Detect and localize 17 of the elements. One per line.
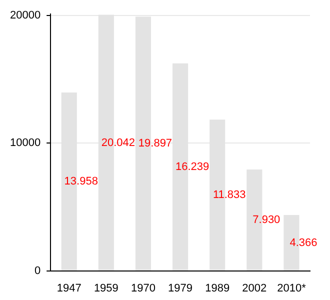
x-tick-label: 1979 [168, 282, 193, 294]
x-tick-label: 1959 [94, 282, 118, 294]
data-label: 7.930 [252, 214, 280, 226]
x-tick-label: 1947 [56, 282, 82, 294]
y-tick-label: 10000 [10, 137, 41, 150]
data-label: 20.042 [101, 136, 136, 149]
data-label: 4.366 [290, 236, 318, 249]
y-tick-label: 20000 [10, 9, 41, 22]
x-tick-label: 1989 [205, 282, 230, 294]
data-label: 13.958 [64, 176, 98, 188]
data-label: 16.239 [175, 161, 210, 174]
x-tick-label: 2002 [242, 282, 267, 294]
x-tick-label: 2010* [277, 282, 307, 294]
y-tick-label: 0 [34, 264, 41, 277]
x-tick-label: 1970 [130, 282, 156, 294]
data-label: 11.833 [212, 189, 246, 202]
data-label: 19.897 [138, 138, 172, 150]
